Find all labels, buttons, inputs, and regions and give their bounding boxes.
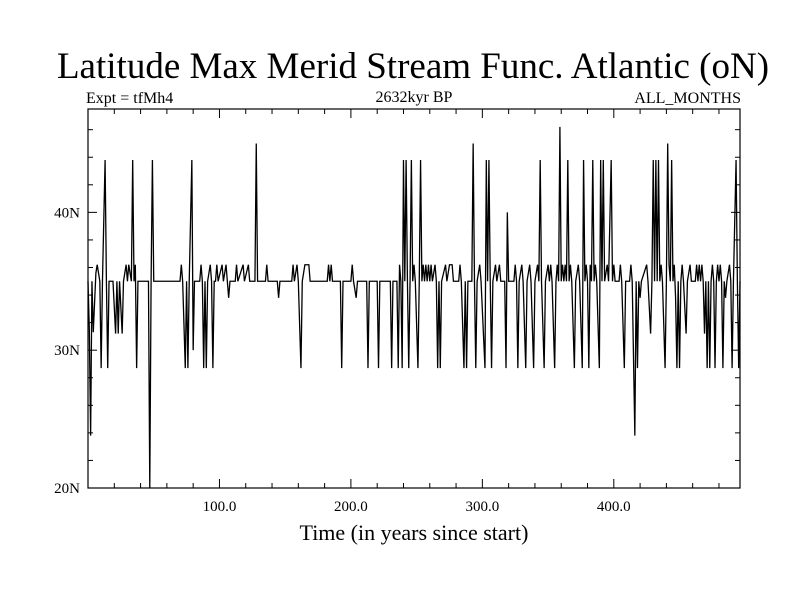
period-label: 2632kyr BP [375,89,453,106]
y-tick-label: 30N [54,343,80,359]
series-line [87,126,741,489]
x-axis-title: Time (in years since start) [300,520,529,545]
y-tick-label: 20N [54,481,80,497]
experiment-label: Expt = tfMh4 [86,90,174,107]
x-tick-label: 100.0 [203,499,237,515]
x-tick-label: 300.0 [465,499,499,515]
y-tick-label: 40N [54,205,80,221]
chart-title: Latitude Max Merid Stream Func. Atlantic… [56,46,770,87]
x-tick-label: 200.0 [334,499,368,515]
months-label: ALL_MONTHS [634,90,741,107]
series-layer [87,126,741,489]
tick-label-layer: 100.0 200.0 300.0 400.0 20N 30N 40N [54,205,631,515]
x-tick-label: 400.0 [597,499,631,515]
